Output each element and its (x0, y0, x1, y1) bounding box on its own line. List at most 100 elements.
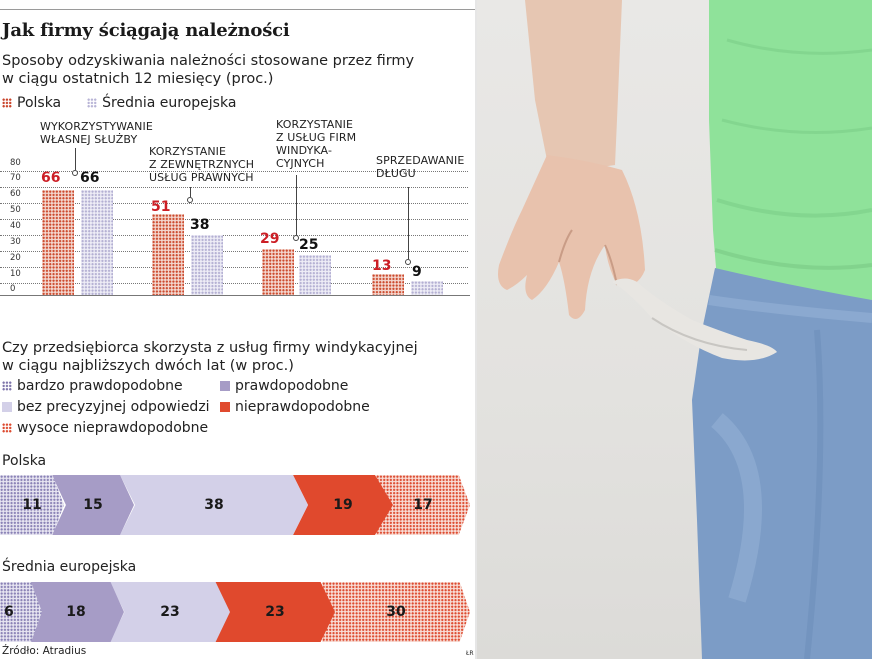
author-initials: ŁR (466, 650, 474, 657)
value-europa-4: 9 (412, 264, 422, 280)
bar-polska-4 (372, 274, 404, 295)
bar-chart: 80 70 60 50 40 30 20 10 0 WYKORZYSTYWANI… (0, 115, 476, 305)
value-polska-4: 13 (372, 258, 392, 274)
ytick-0: 0 (10, 284, 16, 294)
gridline (0, 219, 468, 220)
bar-polska-2 (152, 214, 184, 295)
category-label-line: KORZYSTANIE (276, 118, 354, 131)
ytick-20: 20 (10, 253, 21, 263)
legend-label: prawdopodobne (235, 378, 349, 394)
nieprawdopodobne-swatch-icon (220, 402, 230, 412)
leader-dot (405, 259, 411, 265)
ytick-50: 50 (10, 205, 21, 215)
bez-odpowiedzi-swatch-icon (2, 402, 12, 412)
leader-dot (293, 235, 299, 241)
category-label-4: SPRZEDAWANIE DŁUGU (376, 154, 464, 180)
segment-bez-odpowiedzi: 38 (120, 475, 308, 535)
wysoce-nieprawdopodobne-swatch-icon (2, 423, 12, 433)
segment-prawdopodobne: 18 (28, 582, 124, 642)
category-label-line: Z USŁUG FIRM (276, 131, 357, 144)
category-label-line: DŁUGU (376, 167, 416, 180)
gridline (0, 203, 468, 204)
chart2-title-line1: Czy przedsiębiorca skorzysta z usług fir… (2, 340, 418, 356)
legend-europa: Średnia europejska (102, 95, 237, 111)
gridline (0, 171, 468, 172)
ytick-30: 30 (10, 237, 21, 247)
europa-swatch-icon (87, 98, 98, 108)
value-polska-1: 66 (41, 170, 61, 186)
category-label-3: KORZYSTANIE Z USŁUG FIRM WINDYKA- CYJNYC… (276, 118, 356, 170)
segment-bardzo-prawdopodobne: 11 (0, 475, 64, 535)
chart2-title-line2: w ciągu najbliższych dwóch lat (w proc.) (2, 358, 294, 374)
legend-label: nieprawdopodobne (235, 399, 370, 415)
ytick-80: 80 (10, 158, 21, 168)
ytick-60: 60 (10, 189, 21, 199)
segment-nieprawdopodobne: 23 (215, 582, 335, 642)
legend-item-prawdopodobne: prawdopodobne (220, 378, 348, 394)
leader-line (296, 175, 297, 235)
category-label-line: CYJNYCH (276, 157, 325, 170)
legend-label: wysoce nieprawdopodobne (17, 420, 209, 436)
legend-item-bardzo-prawdopodobne: bardzo prawdopodobne (2, 378, 183, 394)
panel-divider (475, 0, 477, 659)
gridline (0, 267, 468, 268)
value-polska-3: 29 (260, 231, 280, 247)
ytick-40: 40 (10, 221, 21, 231)
top-rule (0, 9, 476, 10)
segment-prawdopodobne: 15 (52, 475, 134, 535)
row-label-polska: Polska (2, 453, 47, 469)
bar-polska-3 (262, 249, 294, 295)
segment-wysoce-nieprawdopodobne: 30 (322, 582, 470, 642)
chart1-subtitle: Sposoby odzyskiwania należności stosowan… (2, 52, 472, 88)
value-polska-2: 51 (151, 199, 171, 215)
bar-europa-1 (81, 190, 113, 295)
leader-line (75, 148, 76, 170)
bar-europa-2 (191, 235, 223, 295)
gridline (0, 251, 468, 252)
legend-label: bardzo prawdopodobne (17, 378, 183, 394)
bar-europa-3 (299, 255, 331, 295)
ytick-10: 10 (10, 269, 21, 279)
empty-pocket-illustration (498, 0, 872, 659)
polska-swatch-icon (2, 98, 12, 108)
prawdopodobne-swatch-icon (220, 381, 230, 391)
legend-polska: Polska (17, 95, 62, 111)
category-label-line: WINDYKA- (276, 144, 333, 157)
leader-dot (187, 197, 193, 203)
category-label-line: SPRZEDAWANIE (376, 154, 465, 167)
legend-item-wysoce-nieprawdopodobne: wysoce nieprawdopodobne (2, 420, 208, 436)
segment-bez-odpowiedzi: 23 (110, 582, 230, 642)
ytick-70: 70 (10, 173, 21, 183)
infographic-panel: Jak firmy ściągają należności Sposoby od… (0, 0, 477, 659)
value-europa-1: 66 (80, 170, 100, 186)
photo-empty-pocket (477, 0, 872, 659)
gridline (0, 235, 468, 236)
chart2-title: Czy przedsiębiorca skorzysta z usług fir… (2, 339, 472, 375)
x-axis (0, 295, 470, 296)
bar-polska-1 (42, 190, 74, 295)
category-label-line: WYKORZYSTYWANIE (40, 120, 153, 133)
category-label-2: KORZYSTANIE Z ZEWNĘTRZNYCH USŁUG PRAWNYC… (149, 145, 254, 184)
bardzo-prawdopodobne-swatch-icon (2, 381, 12, 391)
legend-item-bez-odpowiedzi: bez precyzyjnej odpowiedzi (2, 399, 210, 415)
legend-item-nieprawdopodobne: nieprawdopodobne (220, 399, 370, 415)
chart1-subtitle-line2: w ciągu ostatnich 12 miesięcy (proc.) (2, 71, 274, 87)
segment-nieprawdopodobne: 19 (293, 475, 393, 535)
infographic-title: Jak firmy ściągają należności (2, 20, 290, 41)
stacked-bar-europa: 30 23 23 18 6 (0, 582, 472, 642)
value-europa-2: 38 (190, 217, 210, 233)
category-label-line: USŁUG PRAWNYCH (149, 171, 254, 184)
gridline (0, 283, 468, 284)
chart1-subtitle-line1: Sposoby odzyskiwania należności stosowan… (2, 53, 415, 69)
bar-europa-4 (411, 281, 443, 295)
value-europa-3: 25 (299, 237, 319, 253)
category-label-line: WŁASNEJ SŁUŻBY (40, 133, 138, 146)
category-label-line: KORZYSTANIE (149, 145, 227, 158)
chart1-legend: Polska Średnia europejska (2, 95, 236, 111)
gridline (0, 187, 468, 188)
source-note: Źródło: Atradius (2, 645, 87, 657)
category-label-1: WYKORZYSTYWANIE WŁASNEJ SŁUŻBY (40, 120, 153, 146)
row-label-europa: Średnia europejska (2, 559, 137, 575)
leader-line (190, 187, 191, 197)
leader-dot (72, 170, 78, 176)
